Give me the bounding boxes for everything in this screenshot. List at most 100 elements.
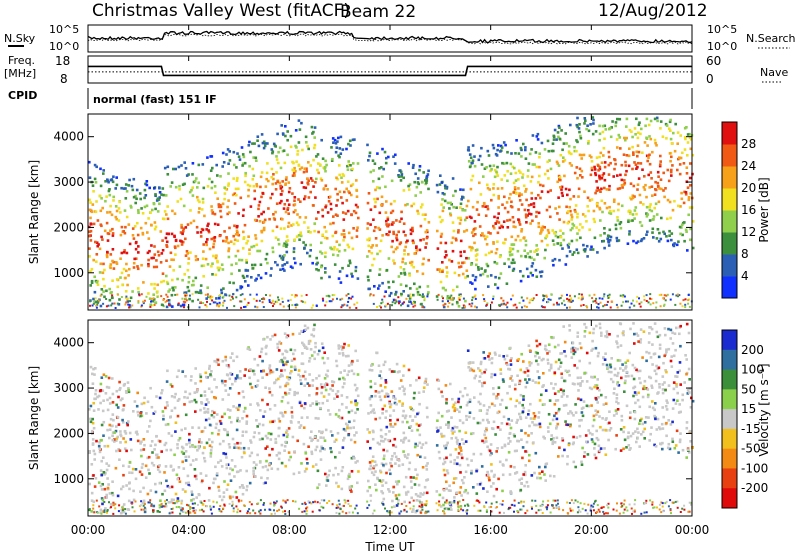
power-cell [169,304,172,307]
velocity-cell [351,359,354,363]
velocity-cell [116,494,120,498]
power-cell [181,183,185,186]
power-cell [617,133,621,137]
velocity-cell [255,463,258,467]
power-cell [567,246,570,249]
power-cell [672,244,676,248]
velocity-cell [388,400,391,404]
power-cell [251,267,254,270]
velocity-cell [126,381,130,384]
velocity-cell [519,417,523,421]
power-cell [613,158,617,162]
power-cell [339,298,342,301]
power-cell [689,192,692,195]
nsearch-label: N.Search [746,32,796,45]
power-cell [211,166,214,170]
power-cell [628,128,632,132]
power-cell [324,169,327,173]
power-cell [449,212,452,215]
power-cell [592,122,595,125]
power-cell [108,287,111,291]
power-cell [259,276,263,280]
power-cell [249,205,253,208]
velocity-cell [486,473,490,477]
velocity-cell [142,448,146,451]
velocity-cell [340,469,344,473]
power-cell [425,176,428,180]
power-cell [577,195,580,198]
power-cell [216,259,219,263]
power-cell [560,129,563,132]
velocity-cell [554,399,558,402]
power-cell [267,207,270,210]
power-cell [254,237,258,240]
velocity-cell [648,439,651,442]
power-cell [486,264,490,268]
velocity-cell [458,445,461,449]
power-cell [418,165,422,168]
power-cell [223,186,226,189]
power-cell [481,205,485,208]
power-cell [688,176,692,180]
power-cell [524,157,528,160]
power-cell [378,211,382,215]
velocity-cell [641,430,645,434]
power-cell [281,300,284,303]
power-cell [673,242,676,245]
power-cell [109,263,113,266]
power-cell [338,249,341,253]
power-cell [525,187,528,191]
velocity-cell [445,398,448,401]
power-cell [662,171,665,175]
power-cell [579,236,582,240]
velocity-cell [685,322,689,326]
velocity-cell [458,463,462,467]
velocity-cell [571,346,575,350]
velocity-cell [264,386,267,389]
velocity-cell [368,486,371,489]
power-cell [609,161,612,165]
power-cell [446,271,449,274]
power-cell [600,161,604,164]
power-cell [594,191,597,195]
velocity-cell [482,404,486,407]
velocity-cell [662,361,665,365]
velocity-cell [115,403,118,407]
power-cell [616,117,619,121]
power-cell [254,279,257,282]
power-cell [309,231,312,234]
power-cell [352,227,355,230]
power-cell [532,258,536,261]
power-cell [349,164,352,167]
power-cell [643,295,646,298]
velocity-cell [410,486,413,489]
velocity-cell [688,387,692,390]
power-cell [259,185,262,189]
power-cell [442,297,444,300]
power-cell [588,199,592,202]
power-cell [127,303,130,306]
velocity-cell [154,482,157,486]
velocity-cell [440,432,443,436]
power-cell [664,122,668,126]
velocity-cell [481,439,484,443]
power-cell [501,225,504,229]
power-cell [321,214,325,218]
power-cell [394,153,397,157]
velocity-cell [300,404,303,408]
power-cell [135,197,138,201]
velocity-cell [417,424,421,427]
velocity-cell [117,423,121,426]
power-cell [601,240,604,243]
power-cell [366,143,369,147]
power-cell [174,286,177,289]
velocity-cell [380,480,383,483]
velocity-cell [490,452,493,455]
power-cell [536,138,540,141]
power-cell [525,221,528,224]
power-cell [519,279,523,283]
power-cell [659,154,662,158]
power-cell [254,234,257,237]
power-cell [683,136,687,139]
power-cell [522,142,525,146]
